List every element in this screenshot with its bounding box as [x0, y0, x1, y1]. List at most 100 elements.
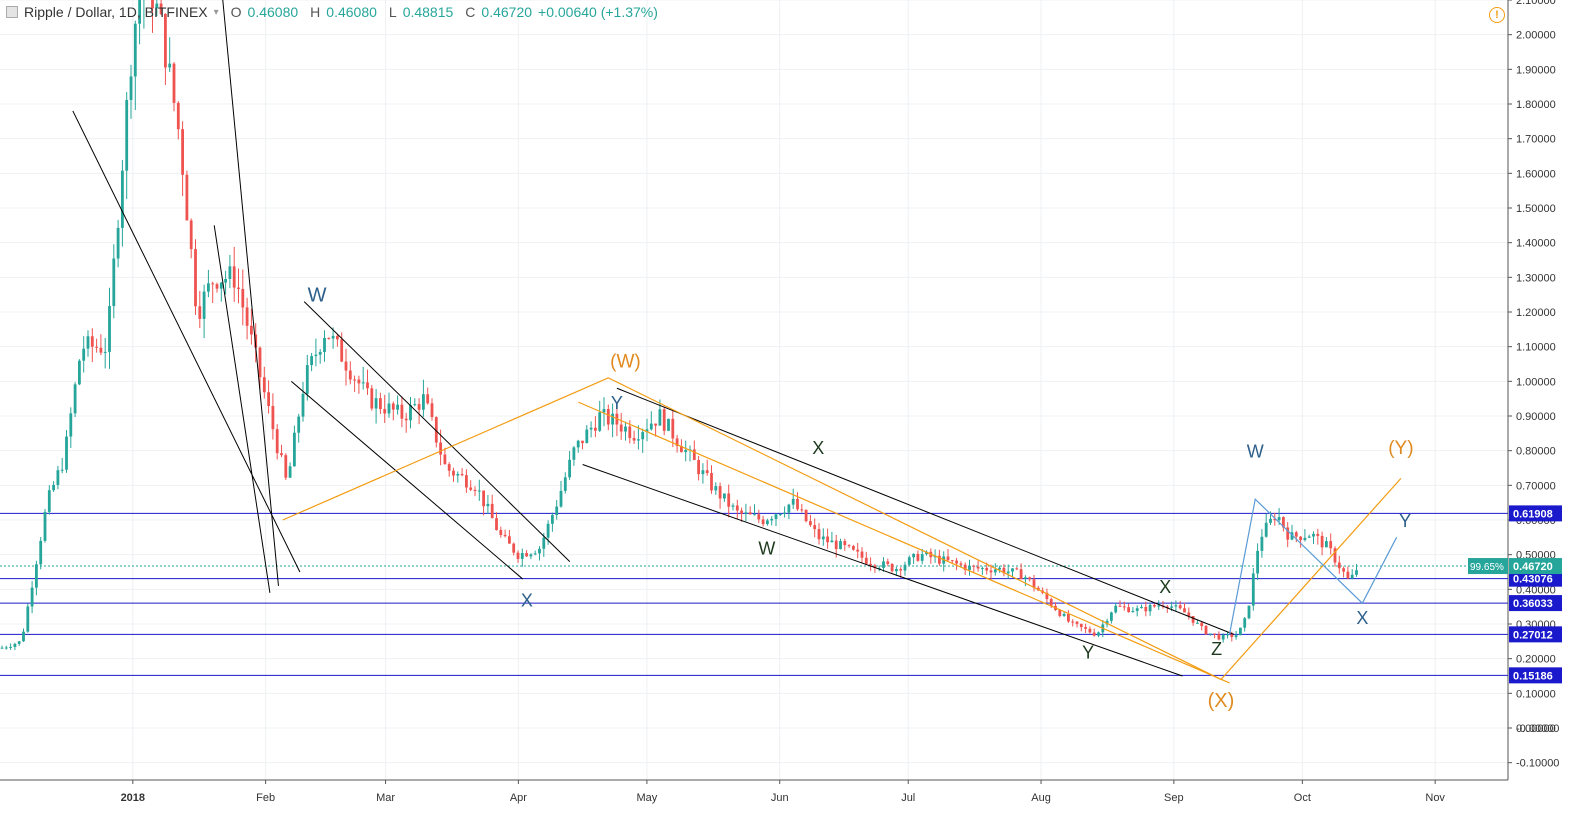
y-tick-label: 0.90000	[1516, 411, 1556, 423]
candle-body	[645, 429, 649, 433]
candle-body	[361, 382, 365, 384]
candle-body	[1256, 550, 1259, 574]
candle-body	[1264, 522, 1268, 537]
candle-body	[925, 551, 928, 555]
candle-body	[387, 403, 391, 414]
candle-body	[563, 477, 567, 491]
candle-body	[469, 487, 473, 490]
y-tick-label: 0.40000	[1516, 584, 1556, 596]
candle-body	[1183, 608, 1186, 613]
candle-body	[232, 266, 236, 288]
candle-body	[662, 409, 666, 431]
candle-body	[856, 549, 860, 552]
candle-body	[981, 567, 984, 569]
wave-label: Y	[611, 393, 623, 413]
candle-body	[1002, 567, 1006, 574]
candle-body	[512, 543, 516, 553]
candle-body	[516, 552, 520, 559]
level-label: 0.43076	[1513, 574, 1553, 586]
x-tick-label: Feb	[256, 792, 275, 804]
candle-body	[314, 354, 318, 357]
candle-body	[301, 393, 305, 417]
candle-body	[409, 405, 412, 421]
candle-body	[718, 486, 722, 499]
candle-body	[9, 646, 12, 648]
candle-body	[215, 284, 219, 289]
trend-line	[582, 464, 1183, 677]
candle-body	[847, 545, 851, 547]
candle-body	[443, 454, 447, 465]
candle-body	[834, 540, 838, 550]
candle-body	[778, 513, 782, 515]
candle-body	[1350, 574, 1354, 579]
wave-label: Y	[1399, 511, 1411, 531]
candle-body	[1079, 623, 1083, 628]
candle-body	[482, 490, 485, 507]
candle-body	[305, 365, 309, 394]
level-label: 0.15186	[1513, 670, 1553, 682]
candle-body	[1243, 618, 1247, 628]
candle-body	[658, 409, 662, 426]
candle-body	[254, 334, 258, 348]
candle-body	[353, 379, 356, 381]
open-label: O	[230, 4, 242, 20]
candle-body	[69, 413, 73, 437]
candle-body	[533, 553, 537, 555]
level-badge	[1509, 667, 1562, 684]
y-tick-label: 0.20000	[1516, 654, 1556, 666]
candle-body	[164, 13, 167, 68]
symbol-dropdown-icon[interactable]: ▾	[213, 6, 219, 18]
x-tick-label: Mar	[376, 792, 395, 804]
candle-body	[486, 503, 490, 507]
candle-body	[1247, 605, 1251, 619]
candle-body	[422, 394, 425, 410]
candle-body	[39, 540, 43, 565]
candle-body	[194, 249, 197, 307]
alert-icon[interactable]: !	[1489, 7, 1505, 23]
candle-body	[198, 306, 202, 319]
candle-body	[632, 438, 636, 441]
high-label: H	[310, 4, 321, 20]
symbol-title[interactable]: Ripple / Dollar, 1D, BITFINEX	[24, 4, 208, 20]
candle-body	[998, 567, 1001, 570]
candle-body	[447, 464, 451, 471]
candle-body	[869, 563, 872, 566]
trend-line	[616, 387, 1235, 635]
candle-body	[735, 505, 739, 511]
candle-body	[895, 568, 898, 572]
wave-label: W	[758, 539, 775, 559]
candle-body	[774, 514, 778, 519]
candle-body	[555, 506, 559, 516]
y-tick-label: 0.80000	[1516, 446, 1556, 458]
candle-body	[357, 379, 361, 384]
candle-body	[671, 418, 675, 439]
candle-body	[133, 23, 137, 77]
candle-body	[43, 511, 47, 541]
candle-body	[809, 521, 812, 526]
candle-body	[972, 565, 976, 567]
wave-label: X	[812, 438, 824, 458]
candle-body	[245, 307, 249, 326]
candle-body	[572, 447, 576, 460]
candle-body	[185, 174, 189, 221]
candle-body	[976, 566, 980, 569]
candle-body	[90, 336, 94, 347]
candle-body	[860, 551, 864, 558]
candle-body	[1333, 548, 1337, 563]
candle-body	[267, 392, 270, 406]
candle-body	[1200, 622, 1204, 627]
candle-body	[172, 63, 176, 103]
candle-body	[1260, 536, 1264, 551]
candle-body	[920, 554, 924, 561]
candle-body	[1118, 605, 1122, 607]
candle-body	[821, 536, 825, 540]
candle-body	[1084, 627, 1087, 629]
candle-body	[559, 490, 563, 507]
candle-body	[598, 412, 602, 431]
candle-body	[1058, 610, 1062, 616]
candle-body	[1294, 532, 1298, 537]
candle-body	[1286, 527, 1290, 540]
candle-body	[727, 493, 731, 507]
